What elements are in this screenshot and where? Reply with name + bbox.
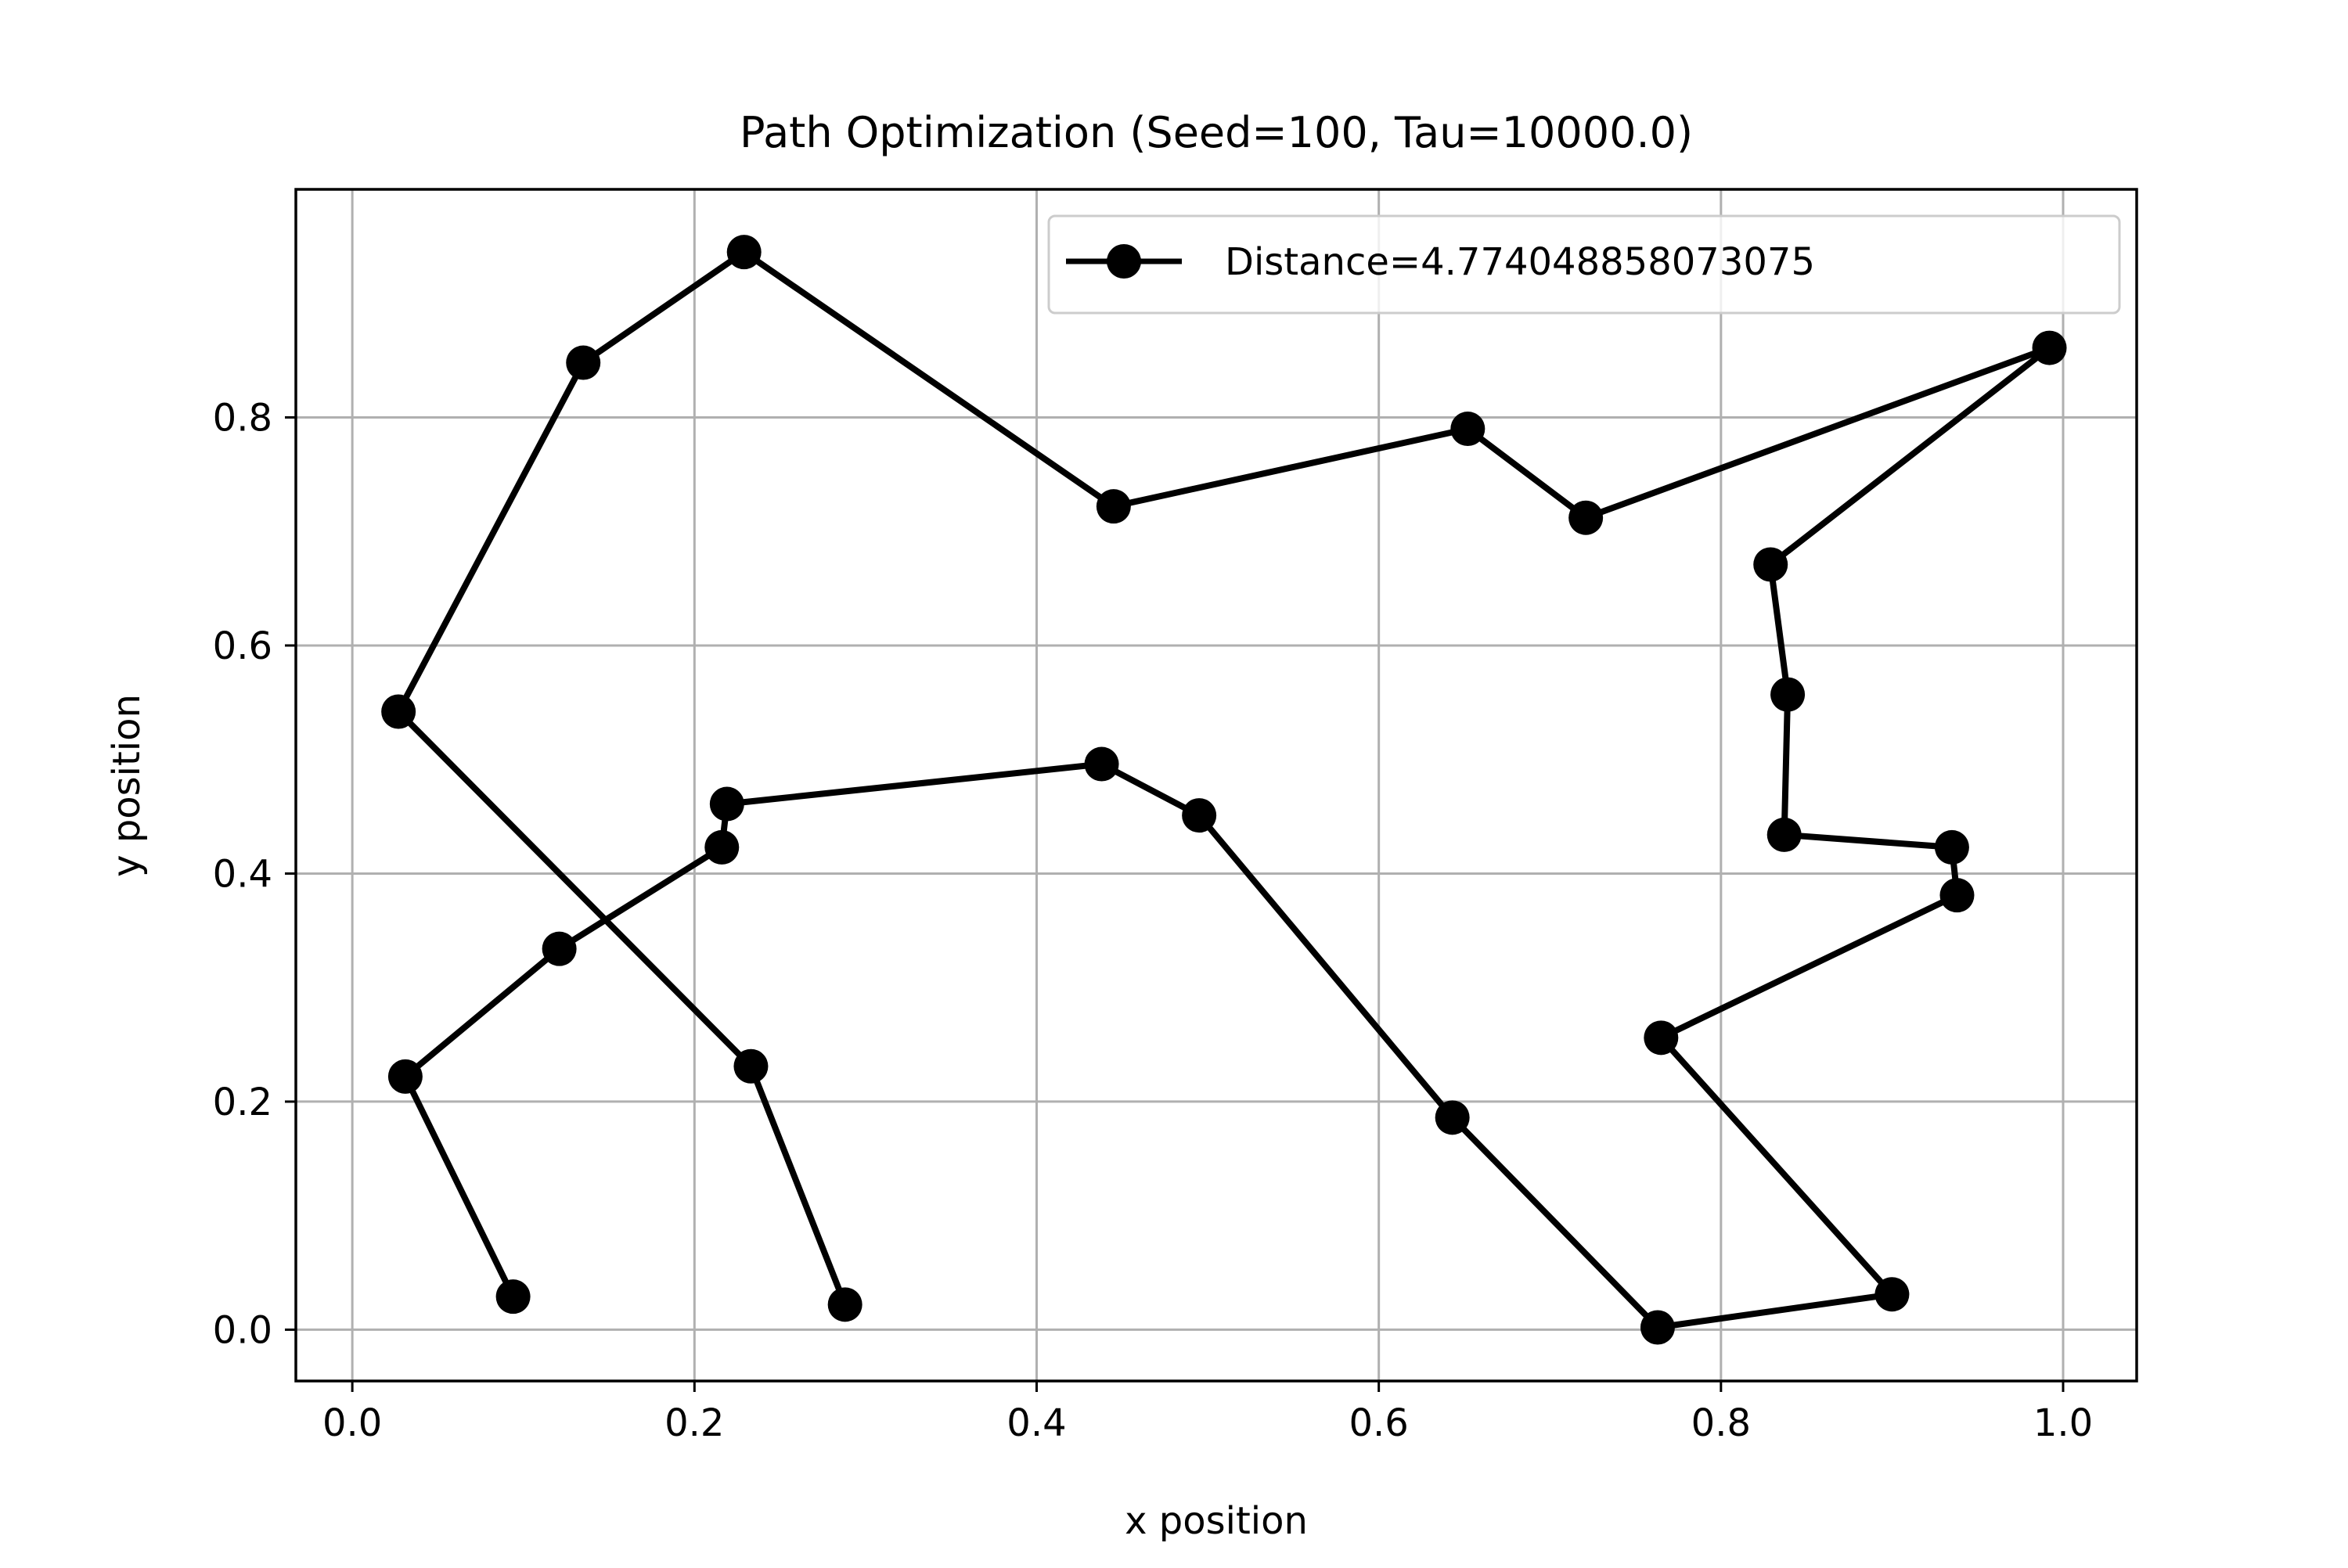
- y-axis-label: y position: [105, 694, 149, 877]
- x-tick-label: 0.0: [322, 1401, 382, 1445]
- path-point-marker: [1096, 489, 1131, 524]
- path-point-marker: [1934, 829, 1969, 865]
- path-point-marker: [1644, 1020, 1679, 1056]
- plot-frame: [294, 188, 2138, 1383]
- x-tick-label: 0.4: [1007, 1401, 1066, 1445]
- legend-marker-sample: [1107, 244, 1141, 279]
- x-tick-label: 0.6: [1349, 1401, 1408, 1445]
- y-tick-label: 0.2: [213, 1081, 272, 1124]
- y-tick-label: 0.4: [213, 852, 272, 896]
- path-point-marker: [1753, 547, 1788, 582]
- grid-lines: [296, 189, 2137, 1381]
- path-point-marker: [2032, 330, 2067, 365]
- path-point-marker: [1568, 500, 1604, 535]
- path-point-marker: [1182, 798, 1217, 833]
- path-point-marker: [1766, 817, 1802, 852]
- x-tick-label: 1.0: [2033, 1401, 2093, 1445]
- path-point-marker: [1939, 878, 1975, 913]
- path-line: [395, 249, 2053, 1331]
- path-point-marker: [387, 1059, 423, 1094]
- path-point-marker: [566, 345, 601, 380]
- legend: Distance=4.774048858073075: [1047, 214, 2121, 315]
- path-point-marker: [1435, 1100, 1470, 1135]
- path-point-marker: [1450, 412, 1486, 447]
- y-tick-label: 0.8: [213, 396, 272, 440]
- path-point-marker: [1770, 677, 1806, 712]
- legend-box: [1047, 214, 2121, 315]
- path-point-marker: [1084, 746, 1119, 782]
- y-tick-label: 0.0: [213, 1308, 272, 1352]
- path-point-marker: [495, 1279, 531, 1314]
- x-axis-label: x position: [1125, 1499, 1308, 1543]
- path-point-marker: [726, 235, 762, 270]
- path-point-marker: [1640, 1310, 1675, 1345]
- path-point-marker: [733, 1048, 769, 1084]
- series-layer: [381, 235, 2067, 1345]
- legend-label: Distance=4.774048858073075: [1225, 240, 1815, 284]
- chart-title: Path Optimization (Seed=100, Tau=10000.0…: [740, 108, 1693, 157]
- path-point-marker: [709, 786, 744, 822]
- path-point-marker: [827, 1287, 862, 1322]
- axis-ticks: 0.0 0.2 0.4 0.6 0.8 1.0 0.0 0.2 0.4 0.6 0.8: [213, 396, 2094, 1445]
- y-tick-label: 0.6: [213, 624, 272, 668]
- path-point-marker: [704, 829, 740, 865]
- x-tick-label: 0.8: [1691, 1401, 1751, 1445]
- path-point-marker: [381, 694, 416, 729]
- x-tick-label: 0.2: [664, 1401, 724, 1445]
- path-point-marker: [1874, 1277, 1910, 1312]
- path-point-marker: [542, 931, 577, 966]
